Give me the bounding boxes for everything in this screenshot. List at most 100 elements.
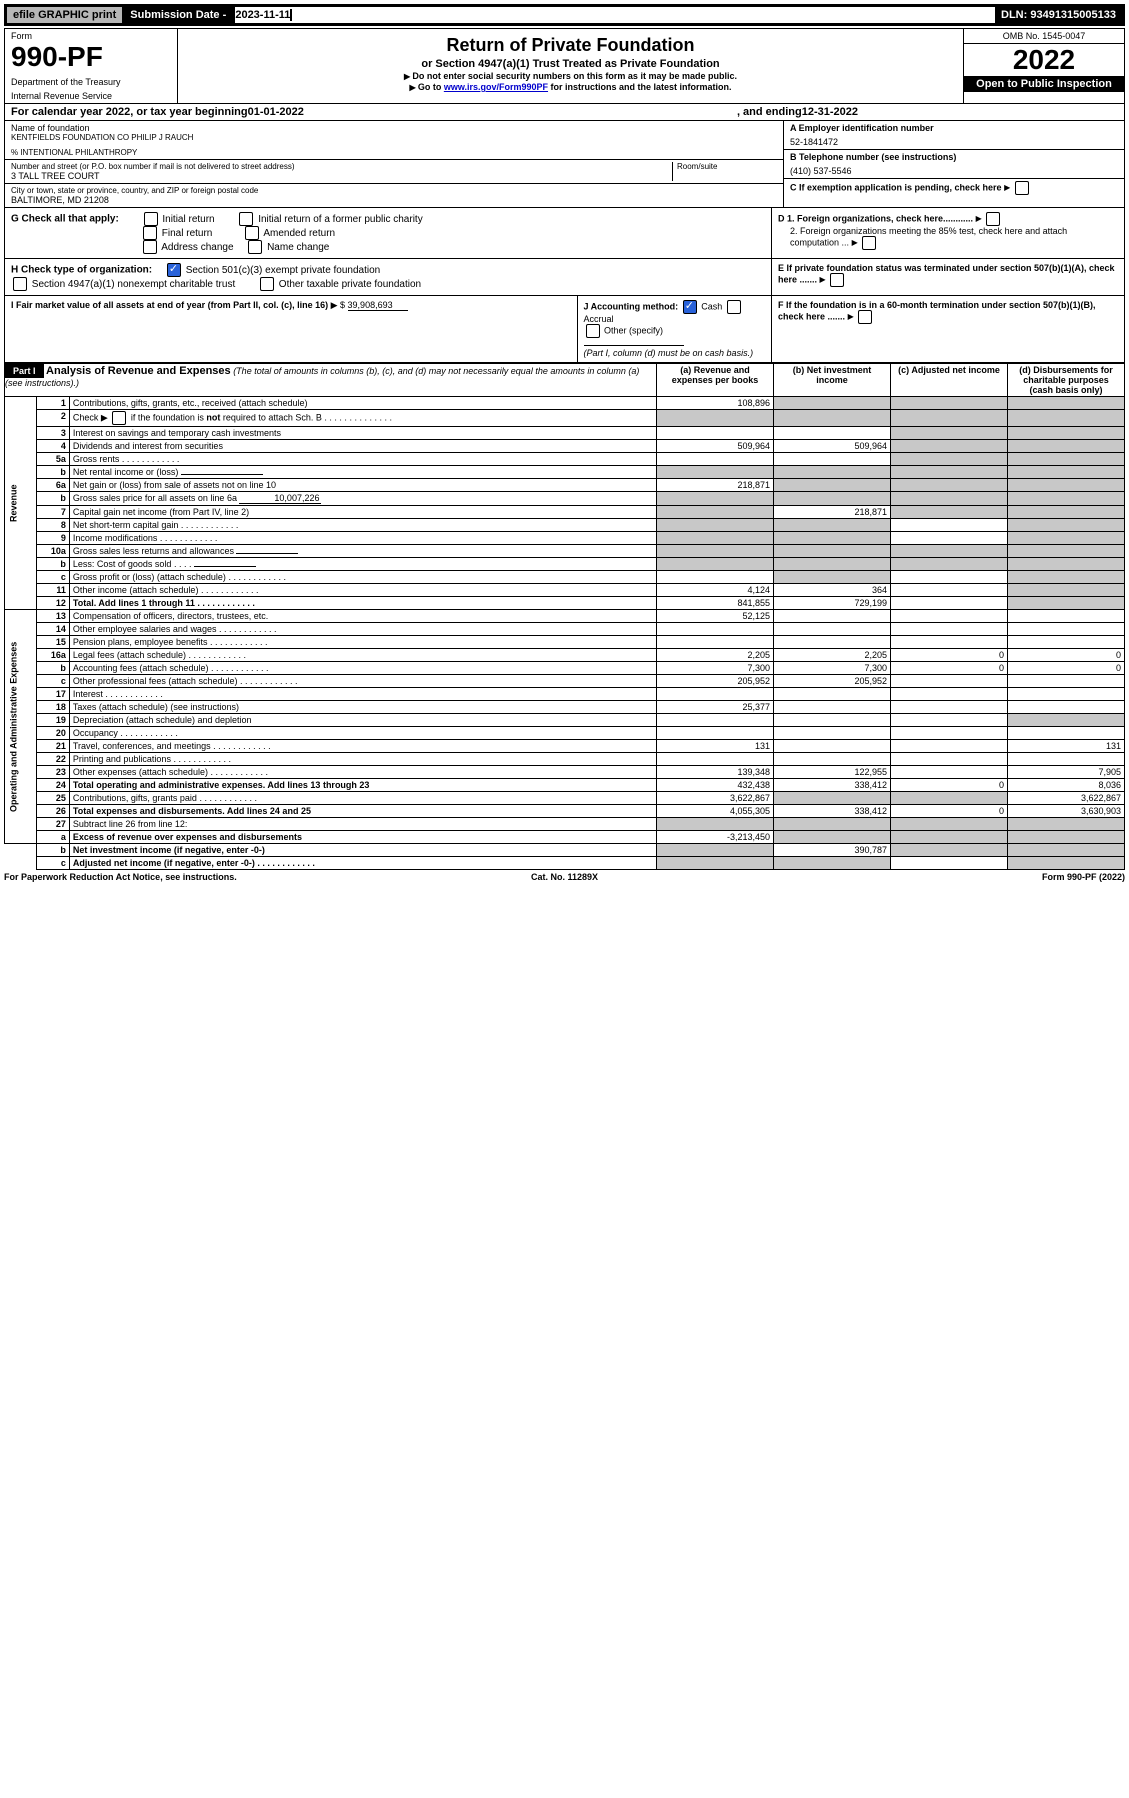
line-val-d: 8,036 <box>1008 779 1125 792</box>
line-desc: Net investment income (if negative, ente… <box>69 844 656 857</box>
line-num: 19 <box>36 714 69 727</box>
line-num: 22 <box>36 753 69 766</box>
line-desc: Contributions, gifts, grants paid <box>69 792 656 805</box>
line-num: 24 <box>36 779 69 792</box>
line-num: b <box>36 558 69 571</box>
form-header: Form 990-PF Department of the Treasury I… <box>4 28 1125 104</box>
amended-return-label: Amended return <box>263 228 335 239</box>
line-desc: Adjusted net income (if negative, enter … <box>69 857 656 870</box>
line-val-c: 0 <box>891 649 1008 662</box>
form-subtitle: or Section 4947(a)(1) Trust Treated as P… <box>188 58 953 70</box>
line-num: 16a <box>36 649 69 662</box>
501c3-checkbox[interactable] <box>167 263 181 277</box>
city-label: City or town, state or province, country… <box>11 186 777 195</box>
line-desc: Gross sales less returns and allowances <box>69 545 656 558</box>
other-method-label: Other (specify) <box>604 325 663 335</box>
line-num: 18 <box>36 701 69 714</box>
initial-former-checkbox[interactable] <box>239 212 253 226</box>
form-title: Return of Private Foundation <box>188 35 953 56</box>
line-val-d: 131 <box>1008 740 1125 753</box>
line-desc: Capital gain net income (from Part IV, l… <box>69 506 656 519</box>
cash-checkbox[interactable] <box>683 300 697 314</box>
line-desc: Less: Cost of goods sold . . . . <box>69 558 656 571</box>
line-num: 8 <box>36 519 69 532</box>
section-h-e: H Check type of organization: Section 50… <box>4 259 1125 296</box>
line-desc: Net short-term capital gain <box>69 519 656 532</box>
exemption-pending-checkbox[interactable] <box>1015 181 1029 195</box>
accrual-checkbox[interactable] <box>727 300 741 314</box>
line-val-c: 0 <box>891 662 1008 675</box>
line-val-b: 2,205 <box>774 649 891 662</box>
line-desc: Excess of revenue over expenses and disb… <box>69 831 656 844</box>
goto-pre: Go to <box>418 82 444 92</box>
4947a1-checkbox[interactable] <box>13 277 27 291</box>
line-num: c <box>36 675 69 688</box>
info-block: Name of foundation KENTFIELDS FOUNDATION… <box>4 121 1125 208</box>
phone-value: (410) 537-5546 <box>790 166 1118 176</box>
status-terminated-checkbox[interactable] <box>830 273 844 287</box>
goto-post: for instructions and the latest informat… <box>548 82 732 92</box>
line-val-b: 122,955 <box>774 766 891 779</box>
other-method-checkbox[interactable] <box>586 324 600 338</box>
sch-b-checkbox[interactable] <box>112 411 126 425</box>
goto-line: Go to www.irs.gov/Form990PF for instruct… <box>188 82 953 92</box>
foreign-org-checkbox[interactable] <box>986 212 1000 226</box>
exemption-pending-label: C If exemption application is pending, c… <box>790 182 1002 192</box>
cal-text1: For calendar year 2022, or tax year begi… <box>11 106 248 118</box>
line-val-b: 509,964 <box>774 440 891 453</box>
part1-label: Part I <box>5 364 44 378</box>
part1-title: Analysis of Revenue and Expenses <box>46 365 231 377</box>
line-desc: Compensation of officers, directors, tru… <box>69 610 656 623</box>
line-val-b: 338,412 <box>774 805 891 818</box>
line-desc: Dividends and interest from securities <box>69 440 656 453</box>
line-val-b: 364 <box>774 584 891 597</box>
60month-checkbox[interactable] <box>858 310 872 324</box>
i-label: I Fair market value of all assets at end… <box>11 300 328 310</box>
other-taxable-label: Other taxable private foundation <box>279 279 421 290</box>
room-suite-label: Room/suite <box>677 162 777 171</box>
line-desc: Legal fees (attach schedule) <box>69 649 656 662</box>
care-of: % INTENTIONAL PHILANTHROPY <box>11 148 777 157</box>
line-val-c: 0 <box>891 779 1008 792</box>
tax-year: 2022 <box>964 44 1124 76</box>
submission-date-value: 2023-11-11 <box>235 9 292 21</box>
line-desc: Other professional fees (attach schedule… <box>69 675 656 688</box>
other-taxable-checkbox[interactable] <box>260 277 274 291</box>
address-change-checkbox[interactable] <box>143 240 157 254</box>
line-desc: Depreciation (attach schedule) and deple… <box>69 714 656 727</box>
line-num: c <box>36 571 69 584</box>
line-desc: Gross profit or (loss) (attach schedule) <box>69 571 656 584</box>
amended-return-checkbox[interactable] <box>245 226 259 240</box>
4947a1-label: Section 4947(a)(1) nonexempt charitable … <box>32 279 235 290</box>
efile-print-label[interactable]: efile GRAPHIC print <box>7 7 124 23</box>
line-num: 11 <box>36 584 69 597</box>
line-desc: Income modifications <box>69 532 656 545</box>
501c3-label: Section 501(c)(3) exempt private foundat… <box>186 265 381 276</box>
h-label: H Check type of organization: <box>11 265 152 276</box>
form990pf-link[interactable]: www.irs.gov/Form990PF <box>444 82 548 92</box>
initial-return-checkbox[interactable] <box>144 212 158 226</box>
name-change-checkbox[interactable] <box>248 240 262 254</box>
e-label: E If private foundation status was termi… <box>778 263 1115 284</box>
line-desc: Printing and publications <box>69 753 656 766</box>
line-val-b: 205,952 <box>774 675 891 688</box>
line-desc: Interest on savings and temporary cash i… <box>69 427 656 440</box>
line-desc: Total operating and administrative expen… <box>69 779 656 792</box>
omb-number: OMB No. 1545-0047 <box>964 29 1124 44</box>
line-desc: Subtract line 26 from line 12: <box>69 818 656 831</box>
line-num: c <box>36 857 69 870</box>
line-desc: Accounting fees (attach schedule) <box>69 662 656 675</box>
line-val-b: 729,199 <box>774 597 891 610</box>
line-val-a: 509,964 <box>657 440 774 453</box>
city-state-zip: BALTIMORE, MD 21208 <box>11 195 777 205</box>
final-return-label: Final return <box>162 228 213 239</box>
final-return-checkbox[interactable] <box>143 226 157 240</box>
line-val-a: 841,855 <box>657 597 774 610</box>
line-num: 1 <box>36 397 69 410</box>
line-val-d: 7,905 <box>1008 766 1125 779</box>
foreign-85-checkbox[interactable] <box>862 236 876 250</box>
line-num: 25 <box>36 792 69 805</box>
line-val-b: 7,300 <box>774 662 891 675</box>
form-reference: Form 990-PF (2022) <box>751 872 1125 882</box>
line-val-a: 205,952 <box>657 675 774 688</box>
